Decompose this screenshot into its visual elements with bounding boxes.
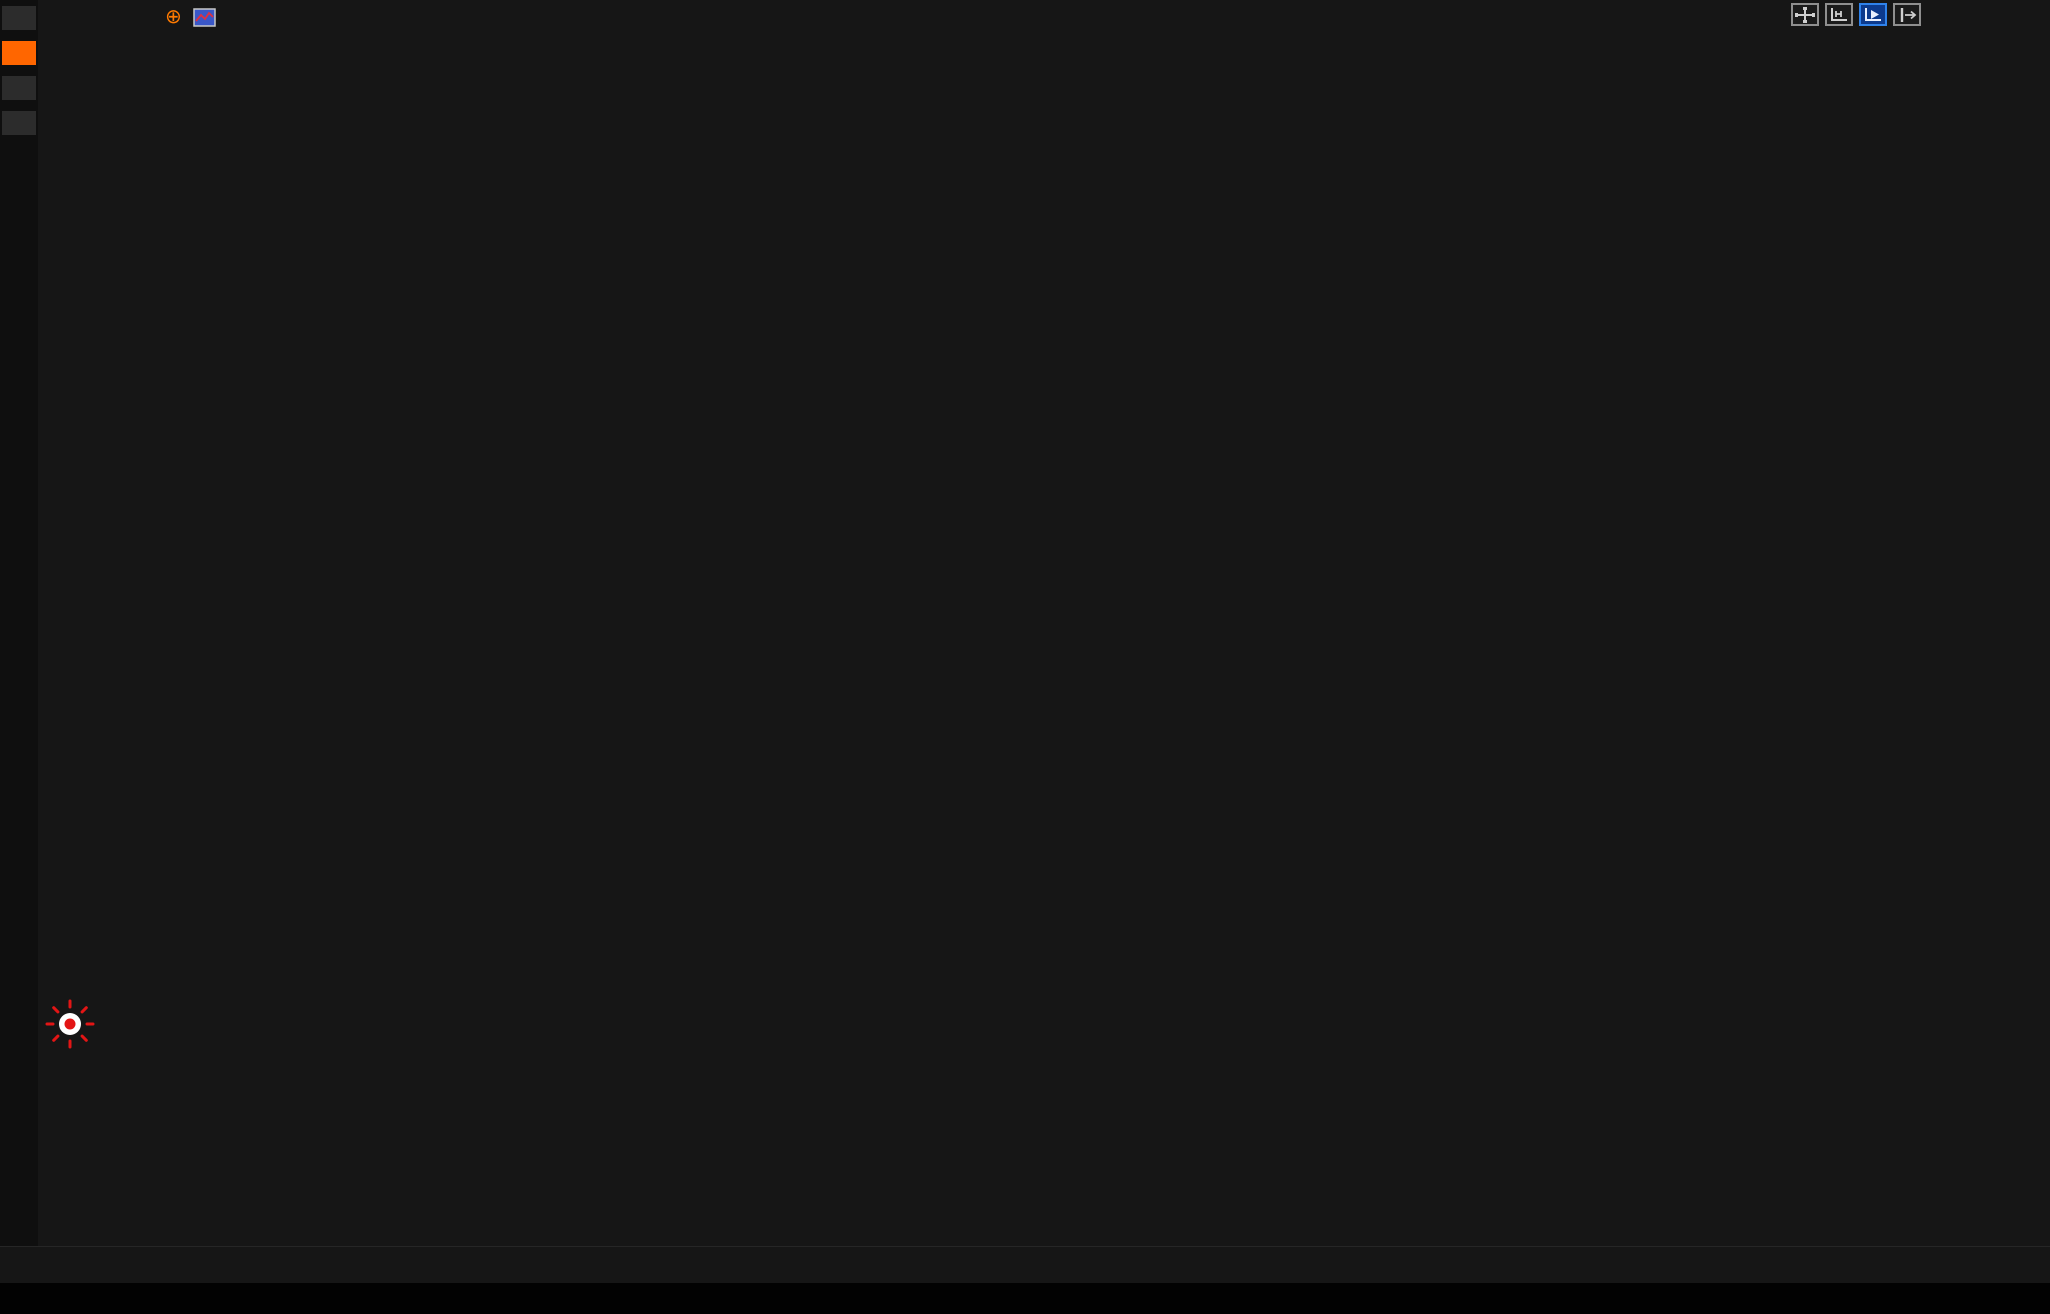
- mini-chart-icon: [193, 7, 216, 27]
- alert-indicator-icon[interactable]: [44, 998, 96, 1050]
- sidebar-item-flash-chart[interactable]: [2, 76, 36, 100]
- sidebar-item-time-chart[interactable]: [2, 6, 36, 30]
- sidebar-item-kline-chart[interactable]: [2, 41, 36, 65]
- axis-scale-tool-icon[interactable]: [1825, 3, 1853, 26]
- chart-header: ⊕: [143, 5, 282, 29]
- bar-shift-tool-icon[interactable]: [1893, 3, 1921, 26]
- indicator-tab-bar: [0, 1283, 2050, 1314]
- add-indicator-icon[interactable]: ⊕: [165, 6, 182, 28]
- chart-canvas[interactable]: [0, 0, 2050, 1246]
- sidebar-item-contract-info[interactable]: [2, 111, 36, 135]
- date-axis-row: [0, 1246, 2050, 1284]
- chart-toolbar: [1791, 3, 1921, 26]
- axis-play-tool-icon[interactable]: [1859, 3, 1887, 26]
- move-tool-icon[interactable]: [1791, 3, 1819, 26]
- left-sidebar: [0, 0, 38, 1246]
